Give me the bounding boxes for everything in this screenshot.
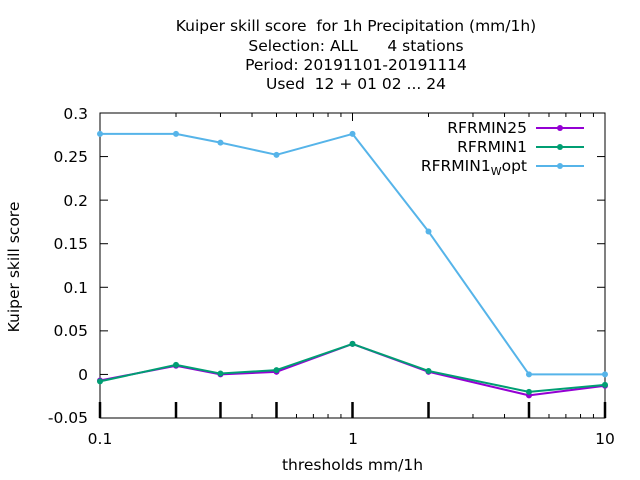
x-axis-label: thresholds mm/1h: [281, 456, 424, 474]
x-tick-label: 10: [595, 430, 615, 448]
data-point: [602, 381, 608, 388]
data-point: [349, 340, 356, 347]
series-line: [100, 132, 605, 376]
data-point: [525, 388, 532, 395]
plot-axes: [98, 112, 607, 419]
y-tick-label: 0.25: [53, 148, 88, 166]
y-tick-label: 0.15: [53, 235, 88, 253]
series-line: [99, 342, 606, 397]
x-tick-label: 0.1: [87, 430, 113, 448]
legend-marker: [557, 144, 563, 150]
data-point: [349, 130, 356, 137]
x-tick-label: 1: [348, 430, 358, 448]
title-line: Used 12 + 01 02 ... 24: [266, 75, 446, 93]
data-point: [602, 371, 608, 378]
title-line: Kuiper skill score for 1h Precipitation …: [175, 17, 537, 35]
data-point: [425, 228, 432, 235]
data-point: [273, 367, 280, 374]
legend-label-rfrmin1-w-opt: RFRMIN1Wopt: [327, 157, 527, 181]
data-point: [425, 367, 432, 374]
data-point: [273, 151, 280, 158]
data-point: [217, 370, 224, 377]
data-point: [217, 139, 224, 146]
data-point: [97, 130, 103, 137]
series-layer: [97, 130, 608, 399]
y-tick-label: 0.3: [63, 105, 88, 123]
y-tick-label: 0: [78, 366, 88, 384]
title-line: Period: 20191101-20191114: [245, 56, 467, 74]
legend-text: RFRMIN1: [457, 138, 527, 156]
data-point: [525, 371, 532, 378]
y-tick-label: -0.05: [47, 409, 88, 427]
legend-suffix: opt: [501, 157, 527, 175]
legend-marker: [557, 125, 563, 131]
legend-marker: [557, 163, 563, 169]
legend: [536, 125, 584, 169]
title-line: Selection: ALL 4 stations: [248, 37, 464, 55]
series-line: [99, 342, 606, 393]
y-tick-label: 0.1: [63, 279, 88, 297]
data-point: [173, 130, 180, 137]
y-tick-label: 0.05: [53, 322, 88, 340]
legend-text: RFRMIN25: [447, 119, 527, 137]
y-tick-label: 0.2: [63, 192, 88, 210]
legend-label-rfrmin1: RFRMIN1: [327, 138, 527, 156]
legend-label-rfrmin25: RFRMIN25: [327, 119, 527, 137]
legend-text: RFRMIN1: [420, 157, 491, 175]
data-point: [173, 361, 180, 368]
legend-subscript: W: [490, 165, 502, 178]
data-point: [97, 378, 103, 385]
y-axis-label: Kuiper skill score: [5, 201, 23, 333]
